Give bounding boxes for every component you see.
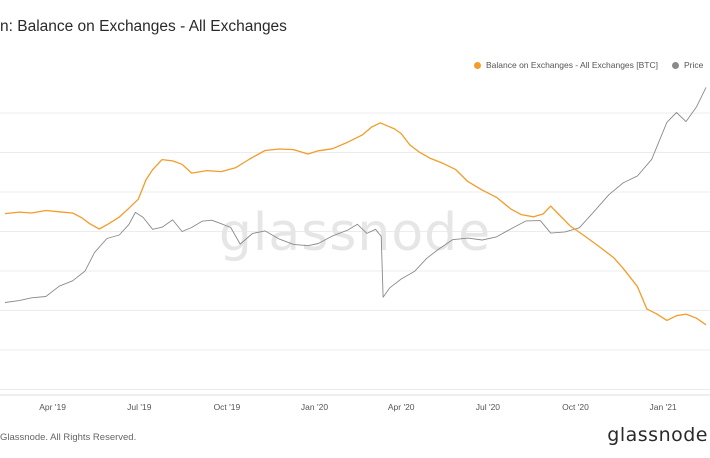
x-tick-label: Jan '20 — [301, 402, 328, 412]
page-title: n: Balance on Exchanges - All Exchanges — [0, 18, 287, 35]
x-tick-label: Apr '19 — [39, 402, 66, 412]
x-axis: Apr '19 Jul '19 Oct '19 Jan '20 Apr '20 Jul '… — [39, 402, 677, 412]
series-line-price — [4, 87, 707, 303]
chart-watermark: glassnode — [219, 203, 491, 263]
chart-grid — [0, 112, 710, 396]
chart-series-layer — [4, 87, 707, 326]
legend-label-balance: Balance on Exchanges - All Exchanges [BT… — [486, 60, 658, 70]
copyright-text: Glassnode. All Rights Reserved. — [0, 432, 137, 443]
series-line-balance — [4, 122, 707, 326]
x-tick-label: Oct '20 — [562, 402, 589, 412]
brand-logo: glassnode — [607, 424, 708, 446]
x-tick-label: Jul '20 — [476, 402, 501, 412]
x-tick-label: Jul '19 — [127, 402, 152, 412]
legend-dot-balance — [474, 61, 481, 69]
legend-item-price[interactable]: Price — [671, 60, 704, 70]
legend-dot-price — [671, 61, 679, 69]
x-tick-label: Oct '19 — [214, 402, 241, 412]
x-tick-label: Apr '20 — [388, 402, 415, 412]
x-tick-label: Jan '21 — [650, 402, 677, 412]
legend-label-price: Price — [683, 60, 704, 70]
chart-legend: Balance on Exchanges - All Exchanges [BT… — [474, 60, 710, 70]
legend-item-balance[interactable]: Balance on Exchanges - All Exchanges [BT… — [474, 60, 658, 70]
